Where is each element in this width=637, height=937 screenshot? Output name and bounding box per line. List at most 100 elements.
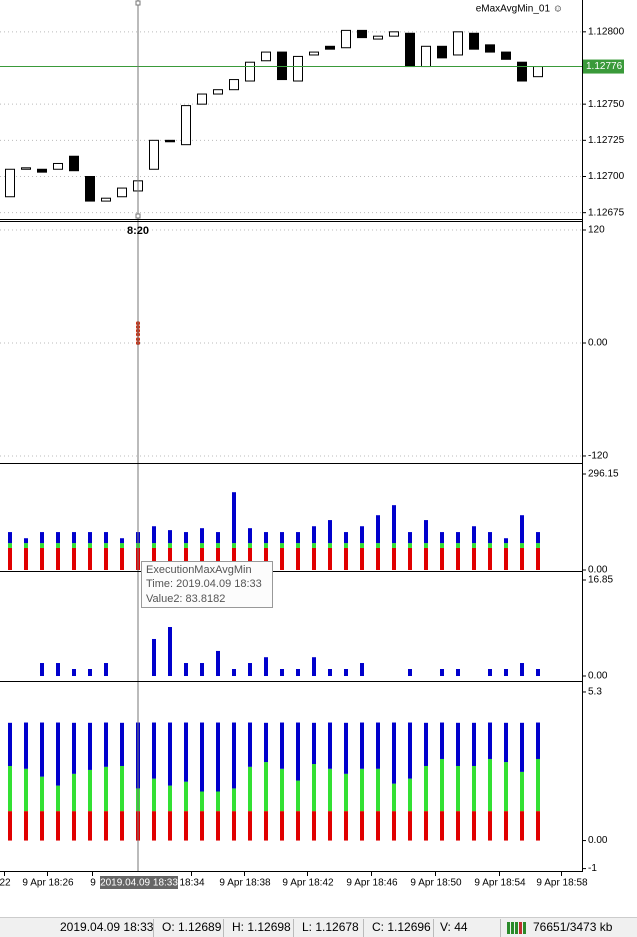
- bar-segment: [40, 811, 44, 841]
- bar-segment: [232, 547, 236, 570]
- bar-segment: [264, 762, 268, 812]
- bar-segment: [312, 811, 316, 841]
- candle-body: [421, 45, 431, 68]
- bar-segment: [200, 543, 204, 548]
- y-tick-label: 5.3: [588, 687, 602, 698]
- bar-segment: [152, 526, 156, 544]
- bar-segment: [360, 547, 364, 570]
- bar-segment: [56, 547, 60, 570]
- bar-segment: [280, 722, 284, 769]
- bar-segment: [456, 532, 460, 544]
- bar-segment: [232, 722, 236, 789]
- bar-segment: [56, 722, 60, 786]
- bar-segment: [232, 811, 236, 841]
- bar-segment: [424, 547, 428, 570]
- x-highlight-label: 2019.04.09 18:33: [100, 878, 178, 889]
- bar-segment: [216, 547, 220, 570]
- bar-segment: [392, 547, 396, 570]
- y-tick-label: 1.12725: [588, 135, 625, 146]
- status-volume: V: 44: [440, 920, 468, 934]
- bar-segment: [456, 547, 460, 570]
- bar-segment: [328, 520, 332, 544]
- bar-segment: [520, 663, 524, 677]
- candle-body: [5, 168, 15, 198]
- bar-segment: [296, 543, 300, 548]
- y-tick-label: 16.85: [588, 575, 613, 586]
- bar-segment: [408, 778, 412, 812]
- bar-segment: [472, 543, 476, 548]
- candle-body: [437, 45, 447, 59]
- bar-segment: [504, 811, 508, 841]
- bar-segment: [8, 547, 12, 570]
- candle-body: [53, 162, 63, 170]
- bar-segment: [24, 722, 28, 769]
- y-tick-label: 0.00: [588, 671, 608, 682]
- bar-segment: [56, 663, 60, 677]
- y-tick-label: 0.00: [588, 338, 608, 349]
- bar-segment: [296, 811, 300, 841]
- y-tick-label: 120: [588, 225, 605, 236]
- x-tick-label: 9 Apr 18:50: [410, 878, 462, 889]
- bar-segment: [424, 520, 428, 544]
- bar-segment: [280, 768, 284, 812]
- bar-segment: [168, 530, 172, 544]
- bar-segment: [264, 657, 268, 677]
- bar-segment: [184, 722, 188, 782]
- bar-segment: [328, 669, 332, 677]
- bar-segment: [72, 773, 76, 812]
- bar-segment: [184, 663, 188, 677]
- bar-segment: [184, 532, 188, 544]
- candle-body: [325, 45, 335, 50]
- x-tick-label: 9 Apr 18:38: [219, 878, 271, 889]
- x-tick-label: 9 Apr 18:26: [22, 878, 74, 889]
- bar-segment: [104, 543, 108, 548]
- bar-segment: [392, 783, 396, 812]
- bar-segment: [120, 543, 124, 548]
- bar-segment: [312, 722, 316, 765]
- bar-segment: [344, 669, 348, 677]
- bar-segment: [392, 543, 396, 548]
- crosshair-handle: [135, 213, 141, 219]
- bar-segment: [408, 547, 412, 570]
- bar-segment: [120, 547, 124, 570]
- bar-segment: [520, 547, 524, 570]
- bar-segment: [248, 528, 252, 544]
- bar-segment: [88, 532, 92, 544]
- status-bar-background: [0, 917, 637, 937]
- bar-segment: [440, 758, 444, 812]
- bar-segment: [8, 722, 12, 766]
- bar-segment: [376, 722, 380, 769]
- bar-segment: [536, 811, 540, 841]
- bar-segment: [312, 657, 316, 677]
- bar-segment: [360, 722, 364, 769]
- bar-segment: [472, 811, 476, 841]
- bar-segment: [56, 785, 60, 812]
- bar-segment: [536, 758, 540, 812]
- tooltip-time: Time: 2019.04.09 18:33: [146, 578, 262, 590]
- status-low: L: 1.12678: [302, 920, 359, 934]
- candle-body: [469, 32, 479, 50]
- bar-segment: [88, 811, 92, 841]
- bar-segment: [456, 765, 460, 812]
- tooltip-value: Value2: 83.8182: [146, 593, 225, 605]
- bar-segment: [104, 811, 108, 841]
- candle-body: [229, 79, 239, 91]
- bar-segment: [408, 811, 412, 841]
- bar-segment: [232, 543, 236, 548]
- x-tick-label: 9 Apr 18:42: [282, 878, 334, 889]
- bar-segment: [488, 547, 492, 570]
- bar-segment: [488, 532, 492, 544]
- bar-segment: [168, 722, 172, 786]
- bar-segment: [440, 669, 444, 677]
- bar-segment: [280, 811, 284, 841]
- bar-segment: [40, 547, 44, 570]
- bar-segment: [8, 532, 12, 544]
- y-tick-label: 0.00: [588, 835, 608, 846]
- tooltip: ExecutionMaxAvgMin Time: 2019.04.09 18:3…: [141, 561, 273, 608]
- bar-segment: [8, 811, 12, 841]
- y-tick-label: 1.12700: [588, 171, 625, 182]
- bar-segment: [40, 663, 44, 677]
- bar-segment: [440, 547, 444, 570]
- bar-segment: [456, 543, 460, 548]
- candle-body: [197, 93, 207, 105]
